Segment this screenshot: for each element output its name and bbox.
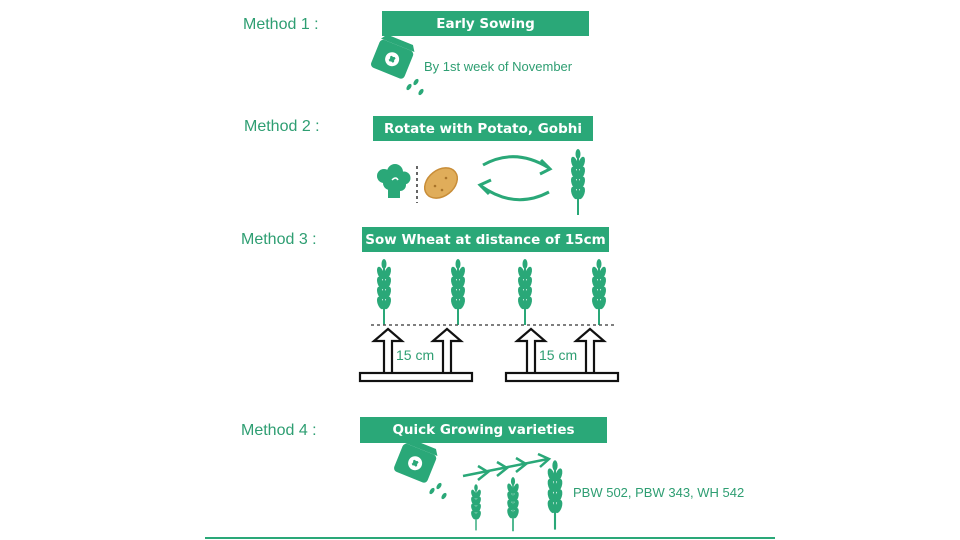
cycle-arrows-icon xyxy=(477,155,553,202)
method-4-banner: Quick Growing varieties xyxy=(360,417,607,443)
potato-icon xyxy=(423,167,459,199)
method-4-label: Method 4 : xyxy=(241,422,317,439)
wheat-icon xyxy=(568,148,588,216)
wheat-row xyxy=(374,258,609,326)
method-1-banner: Early Sowing xyxy=(382,11,589,36)
seeds-icon xyxy=(406,78,424,96)
growth-arrow-icon xyxy=(462,452,552,481)
measure-platform-right xyxy=(504,327,620,383)
seeds-icon xyxy=(429,482,447,500)
measure-platform-left xyxy=(358,327,474,383)
up-arrow-icon xyxy=(574,327,606,376)
wheat-icon xyxy=(589,258,609,326)
method-1-note: By 1st week of November xyxy=(424,59,573,74)
wheat-icon xyxy=(515,258,535,326)
wheat-icon xyxy=(374,258,394,326)
method-1-label: Method 1 : xyxy=(243,16,319,33)
method-3-banner: Sow Wheat at distance of 15cm xyxy=(362,227,609,252)
seed-packet-icon xyxy=(392,437,440,484)
cauliflower-icon xyxy=(377,164,411,198)
seed-packet-icon xyxy=(369,33,417,80)
distance-label-left: 15 cm xyxy=(395,347,436,363)
method-2-banner: Rotate with Potato, Gobhi xyxy=(373,116,593,141)
wheat-icon xyxy=(469,483,483,532)
wheat-icon xyxy=(448,258,468,326)
bottom-divider xyxy=(205,537,775,539)
method-3-label: Method 3 : xyxy=(241,231,317,248)
method-4-varieties: PBW 502, PBW 343, WH 542 xyxy=(573,485,745,500)
wheat-icon xyxy=(545,459,565,531)
method-2-label: Method 2 : xyxy=(244,118,320,135)
up-arrow-icon xyxy=(431,327,463,376)
distance-label-right: 15 cm xyxy=(538,347,579,363)
wheat-icon xyxy=(505,476,521,533)
